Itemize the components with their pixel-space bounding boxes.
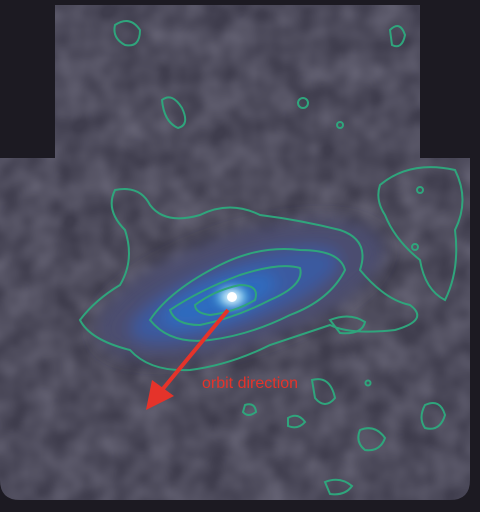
orbit-arrow [146, 308, 230, 410]
annotation: orbit direction [202, 375, 298, 392]
arrow-head [146, 380, 174, 410]
arrow-shaft [160, 308, 230, 392]
contours [78, 20, 464, 496]
core [227, 292, 237, 302]
